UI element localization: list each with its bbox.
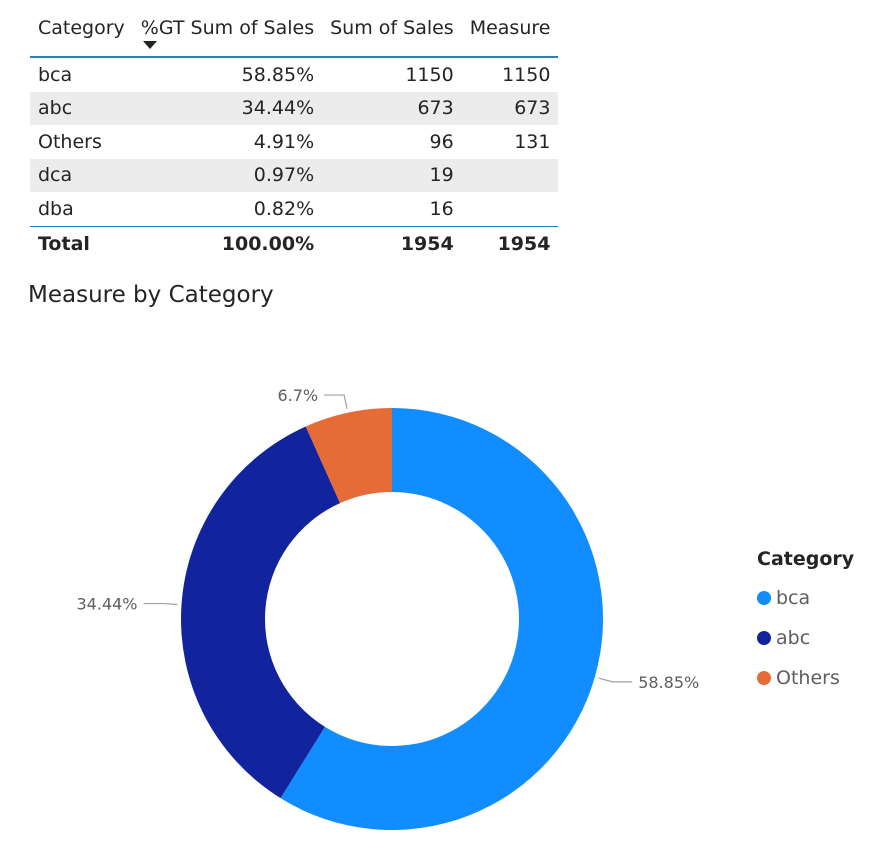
total-measure: 1954 [461, 225, 559, 261]
cell-pct: 0.97% [132, 158, 323, 192]
cell-sales: 16 [429, 197, 454, 220]
data-label-leader-line [143, 602, 178, 606]
table-row[interactable]: dca 0.97% 19 [30, 158, 559, 192]
column-header-measure[interactable]: Measure [461, 0, 559, 58]
data-label-leader-line [324, 394, 348, 409]
table-row[interactable]: bca 58.85% 1150 1150 [30, 57, 558, 92]
cell-pct: 0.82% [253, 197, 315, 220]
chart-title: Measure by Category [28, 282, 274, 308]
legend-label: bca [776, 587, 811, 609]
table-row[interactable]: dba 0.82% 16 [30, 192, 558, 226]
donut-slice-others[interactable] [305, 408, 392, 504]
cell-pct: 4.91% [253, 130, 315, 153]
table-header-row: Category %GT Sum of Sales Sum of Sales M… [30, 0, 559, 58]
data-label-abc: 34.44% [77, 595, 138, 614]
total-label: Total [30, 225, 133, 261]
cell-category: dca [30, 158, 133, 192]
sort-descending-icon [142, 41, 157, 49]
column-header-pct-gt-sum-of-sales[interactable]: %GT Sum of Sales [132, 0, 323, 58]
legend-item[interactable]: abc [757, 618, 854, 658]
legend-title: Category [757, 548, 855, 570]
total-pct: 100.00% [132, 225, 323, 261]
cell-category: abc [30, 91, 133, 125]
cell-sales: 673 [322, 91, 462, 125]
legend-dot-icon [757, 631, 771, 645]
data-label-bca: 58.85% [638, 673, 699, 692]
data-label-others: 6.7% [277, 386, 318, 405]
data-label-leader-line [598, 677, 633, 683]
cell-sales: 1150 [405, 63, 454, 86]
table-row[interactable]: abc 34.44% 673 673 [30, 91, 559, 125]
column-header-sum-of-sales[interactable]: Sum of Sales [322, 0, 462, 58]
cell-sales: 96 [429, 130, 454, 153]
cell-measure [461, 158, 559, 192]
table-body: bca 58.85% 1150 1150 abc 34.44% 673 673 Others 4.… [30, 57, 559, 226]
table-row[interactable]: Others 4.91% 96 131 [30, 125, 558, 159]
table-total-row: Total 100.00% 1954 1954 [30, 225, 559, 261]
cell-sales: 19 [322, 158, 462, 192]
cell-category: dba [38, 197, 74, 220]
cell-measure: 1150 [502, 63, 551, 86]
legend-label: Others [776, 667, 840, 689]
column-header-category[interactable]: Category [30, 0, 133, 58]
cell-measure: 131 [514, 130, 551, 153]
legend-dot-icon [757, 591, 771, 605]
cell-pct: 58.85% [241, 63, 315, 86]
legend-dot-icon [757, 671, 771, 685]
legend-label: abc [776, 627, 811, 649]
donut-slice-bca[interactable] [280, 408, 604, 830]
column-header-label: %GT Sum of Sales [140, 17, 315, 39]
cell-measure: 673 [461, 91, 559, 125]
cell-category: Others [38, 130, 102, 153]
cell-pct: 34.44% [132, 91, 323, 125]
legend-items: bca abc Others [757, 578, 854, 698]
donut-slice-abc[interactable] [181, 426, 341, 799]
legend-item[interactable]: Others [757, 658, 854, 698]
legend-item[interactable]: bca [757, 578, 854, 618]
sales-table: Category %GT Sum of Sales Sum of Sales M… [30, 0, 559, 261]
cell-category: bca [38, 63, 73, 86]
total-sales: 1954 [322, 225, 462, 261]
chart-legend: Category bca abc Others [757, 548, 854, 698]
